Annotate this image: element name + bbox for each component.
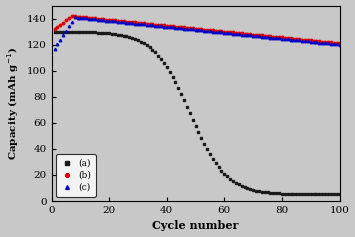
(c)	[225, 32, 229, 34]
(c)	[72, 16, 77, 19]
(c)	[317, 41, 322, 44]
X-axis label: Cycle number: Cycle number	[152, 220, 239, 232]
(c)	[326, 42, 330, 45]
(a)	[222, 172, 226, 175]
(b)	[202, 28, 206, 31]
(a)	[323, 193, 327, 196]
(b)	[337, 42, 342, 45]
(b)	[110, 19, 114, 22]
(b)	[326, 41, 330, 44]
(c)	[202, 29, 206, 32]
(c)	[53, 47, 57, 50]
(b)	[53, 28, 57, 31]
(a)	[53, 30, 57, 33]
(a)	[107, 32, 111, 35]
Line: (a): (a)	[53, 30, 341, 196]
(c)	[337, 43, 342, 46]
Legend: (a), (b), (c): (a), (b), (c)	[56, 154, 96, 196]
(b)	[225, 30, 229, 33]
(a)	[337, 193, 342, 196]
(b)	[121, 20, 126, 23]
(a)	[119, 34, 123, 36]
(a)	[314, 193, 318, 196]
Line: (b): (b)	[53, 15, 341, 45]
(b)	[317, 40, 322, 43]
(c)	[110, 20, 114, 23]
(a)	[199, 137, 203, 140]
Line: (c): (c)	[53, 16, 341, 50]
(c)	[121, 21, 126, 24]
(b)	[70, 14, 74, 17]
Y-axis label: Capacity (mAh g$^{-1}$): Capacity (mAh g$^{-1}$)	[6, 47, 21, 160]
